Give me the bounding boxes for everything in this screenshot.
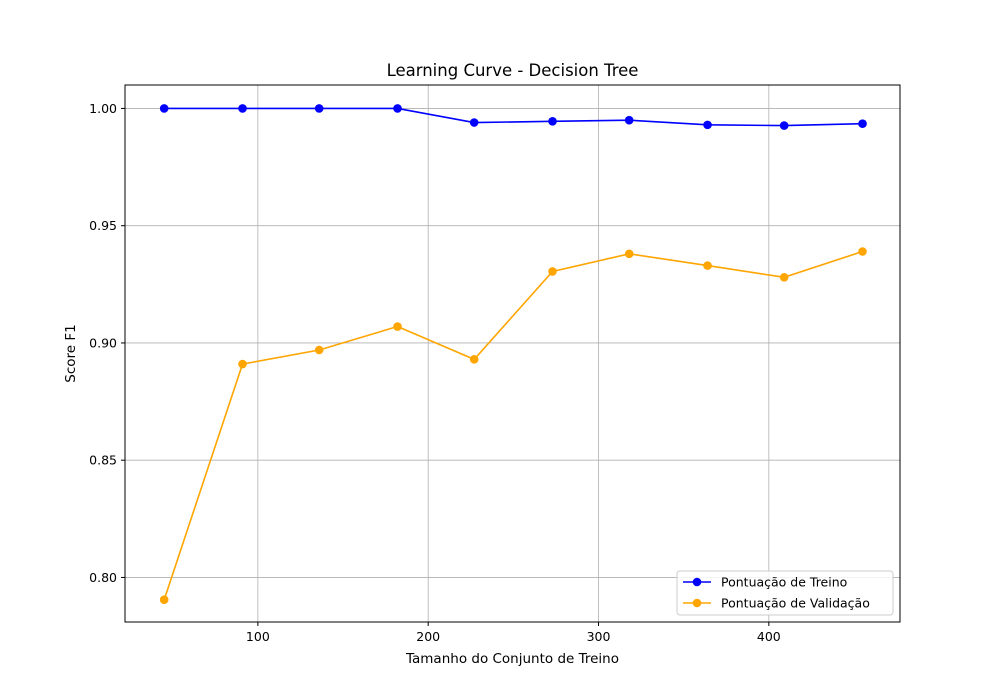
data-point	[469, 355, 479, 364]
series-train	[159, 104, 867, 130]
y-tick-label: 0.85	[89, 453, 117, 468]
data-point	[159, 104, 169, 113]
data-point	[703, 261, 712, 270]
x-tick-label: 200	[416, 629, 440, 644]
x-tick-label: 400	[757, 629, 781, 644]
x-tick-label: 300	[587, 629, 611, 644]
y-tick-label: 0.95	[89, 218, 117, 233]
data-point	[779, 121, 789, 130]
data-point	[469, 118, 479, 127]
series-validation	[159, 247, 867, 605]
x-tick-label: 100	[246, 629, 270, 644]
legend-box	[676, 570, 894, 616]
plot-frame	[124, 84, 901, 623]
y-axis-label: Score F1	[63, 324, 79, 382]
data-point	[858, 119, 867, 128]
series-line	[164, 107, 863, 127]
data-point	[548, 267, 557, 276]
legend-item: Pontuação de Treino	[683, 575, 847, 590]
data-point	[238, 104, 247, 113]
series-layer	[159, 104, 867, 605]
data-point	[548, 117, 557, 126]
data-point	[314, 345, 324, 355]
ticks: 100 200 300 400 0.80 0.85 0.90 0.95 1.00	[89, 101, 781, 644]
data-point	[624, 249, 634, 259]
data-point	[393, 104, 402, 113]
data-point	[159, 595, 169, 605]
series-line	[163, 250, 863, 600]
legend-label: Pontuação de Treino	[721, 575, 847, 590]
data-point	[314, 104, 324, 113]
legend-label: Pontuação de Validação	[721, 596, 870, 611]
y-tick-label: 1.00	[89, 101, 117, 116]
y-tick-label: 0.90	[89, 335, 117, 350]
y-tick-label: 0.80	[89, 570, 117, 585]
data-point	[779, 272, 789, 282]
legend-item: Pontuação de Validação	[683, 596, 870, 611]
data-point	[858, 247, 867, 256]
chart-title: Learning Curve - Decision Tree	[387, 61, 639, 80]
data-point	[393, 322, 402, 331]
data-point	[703, 120, 712, 130]
legend-marker	[692, 577, 702, 587]
x-axis-label: Tamanho do Conjunto de Treino	[405, 651, 619, 667]
data-point	[624, 115, 634, 125]
legend: Pontuação de Treino Pontuação de Validaçã…	[676, 570, 894, 616]
data-point	[238, 359, 247, 369]
legend-marker	[692, 598, 702, 608]
